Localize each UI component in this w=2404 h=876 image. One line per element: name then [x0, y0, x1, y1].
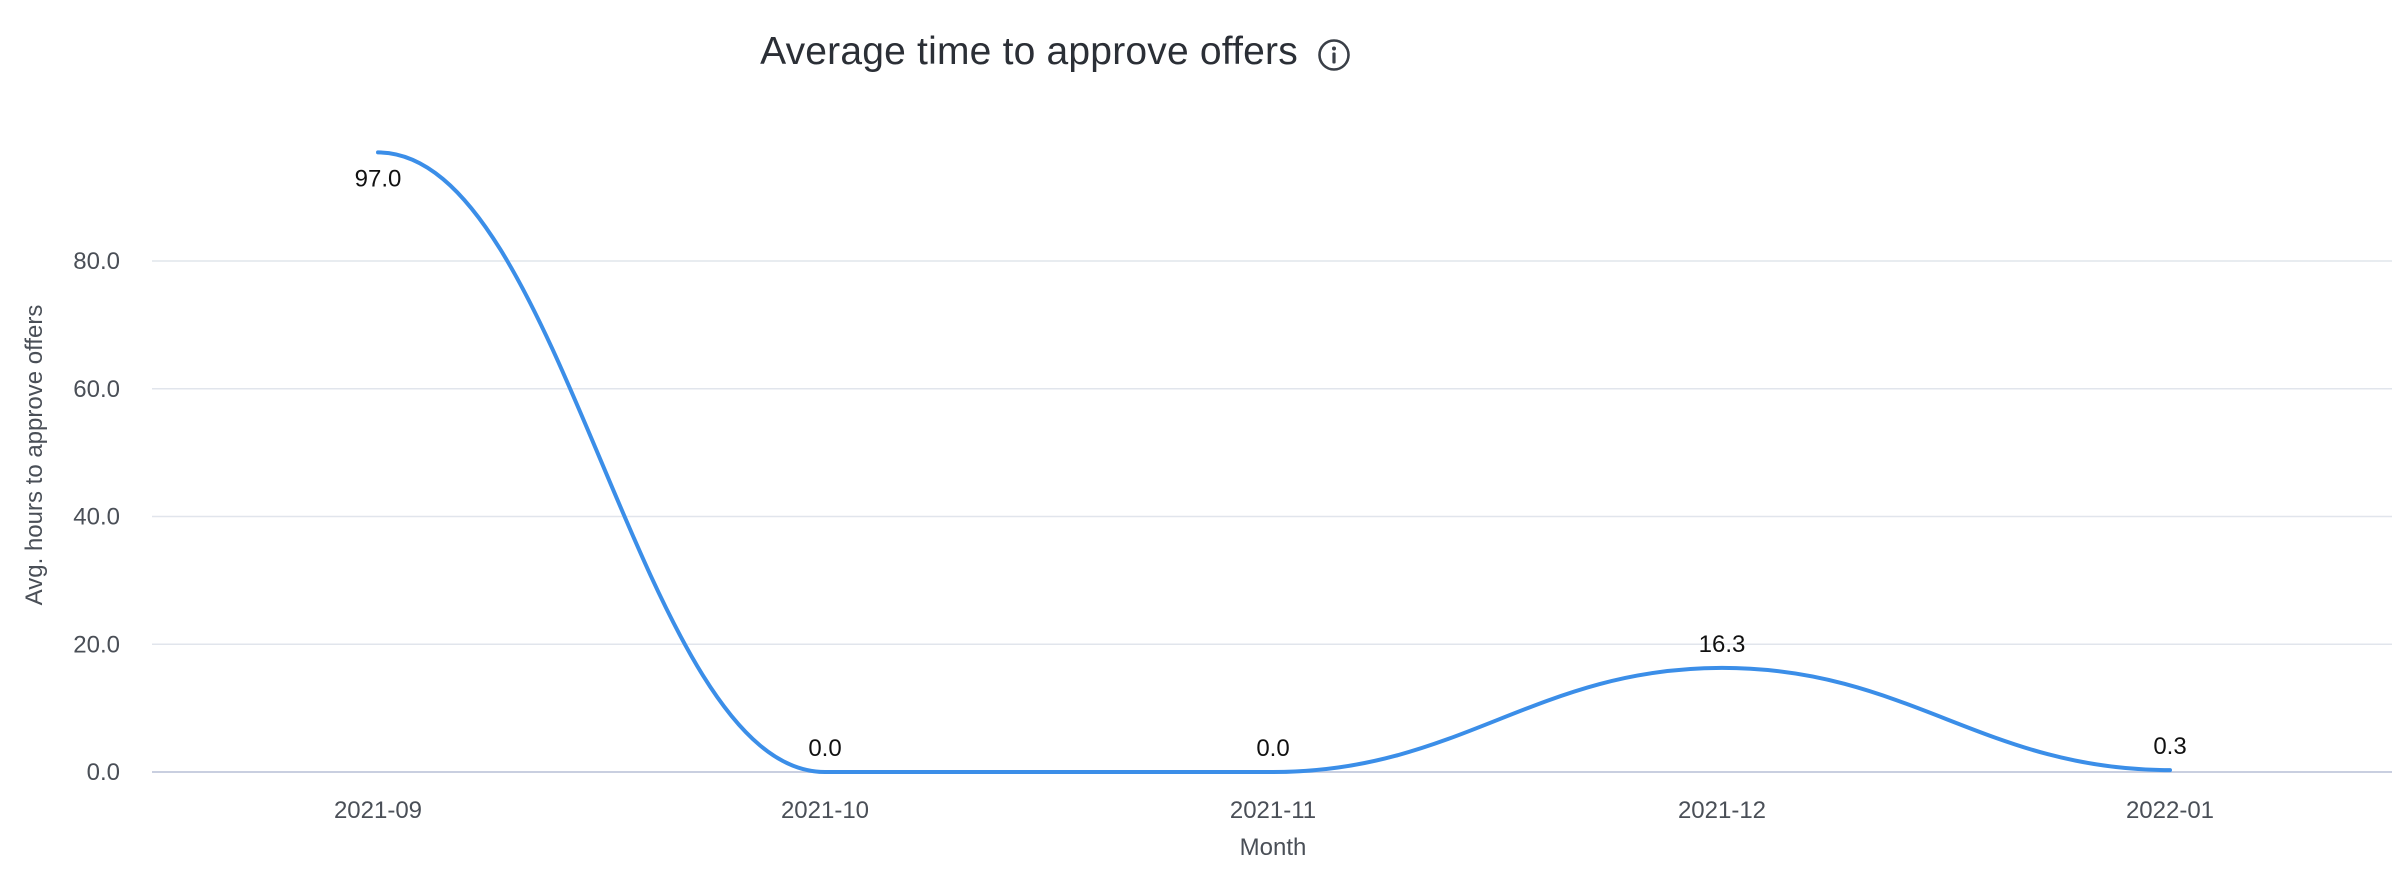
grid-lines [152, 260, 2392, 773]
x-tick-label: 2022-01 [2126, 797, 2214, 824]
series-line [376, 150, 2172, 775]
data-label: 16.3 [1699, 631, 1746, 658]
data-label: 97.0 [355, 165, 402, 192]
y-tick-label: 40.0 [73, 504, 120, 531]
data-labels: 97.0 0.0 0.0 16.3 0.3 [355, 165, 2187, 762]
x-tick-label: 2021-09 [334, 797, 422, 824]
chart-title: Average time to approve offers [760, 30, 1298, 73]
chart-header: Average time to approve offers [0, 22, 2258, 82]
data-label: 0.3 [2153, 733, 2186, 760]
info-icon[interactable] [1316, 37, 1352, 73]
x-tick-label: 2021-11 [1230, 797, 1316, 824]
x-axis-title: Month [1240, 834, 1307, 861]
x-tick-label: 2021-12 [1678, 797, 1766, 824]
y-axis-ticks: 0.0 20.0 40.0 60.0 80.0 [73, 248, 120, 786]
series-layer [376, 150, 2172, 775]
x-axis-ticks: 2021-09 2021-10 2021-11 2021-12 2022-01 [334, 797, 2214, 824]
y-tick-label: 60.0 [73, 376, 120, 403]
data-label: 0.0 [808, 735, 841, 762]
y-axis-title: Avg. hours to approve offers [21, 305, 48, 606]
y-tick-label: 0.0 [87, 759, 120, 786]
y-tick-label: 20.0 [73, 631, 120, 658]
y-tick-label: 80.0 [73, 248, 120, 275]
data-label: 0.0 [1256, 735, 1289, 762]
x-tick-label: 2021-10 [781, 797, 869, 824]
